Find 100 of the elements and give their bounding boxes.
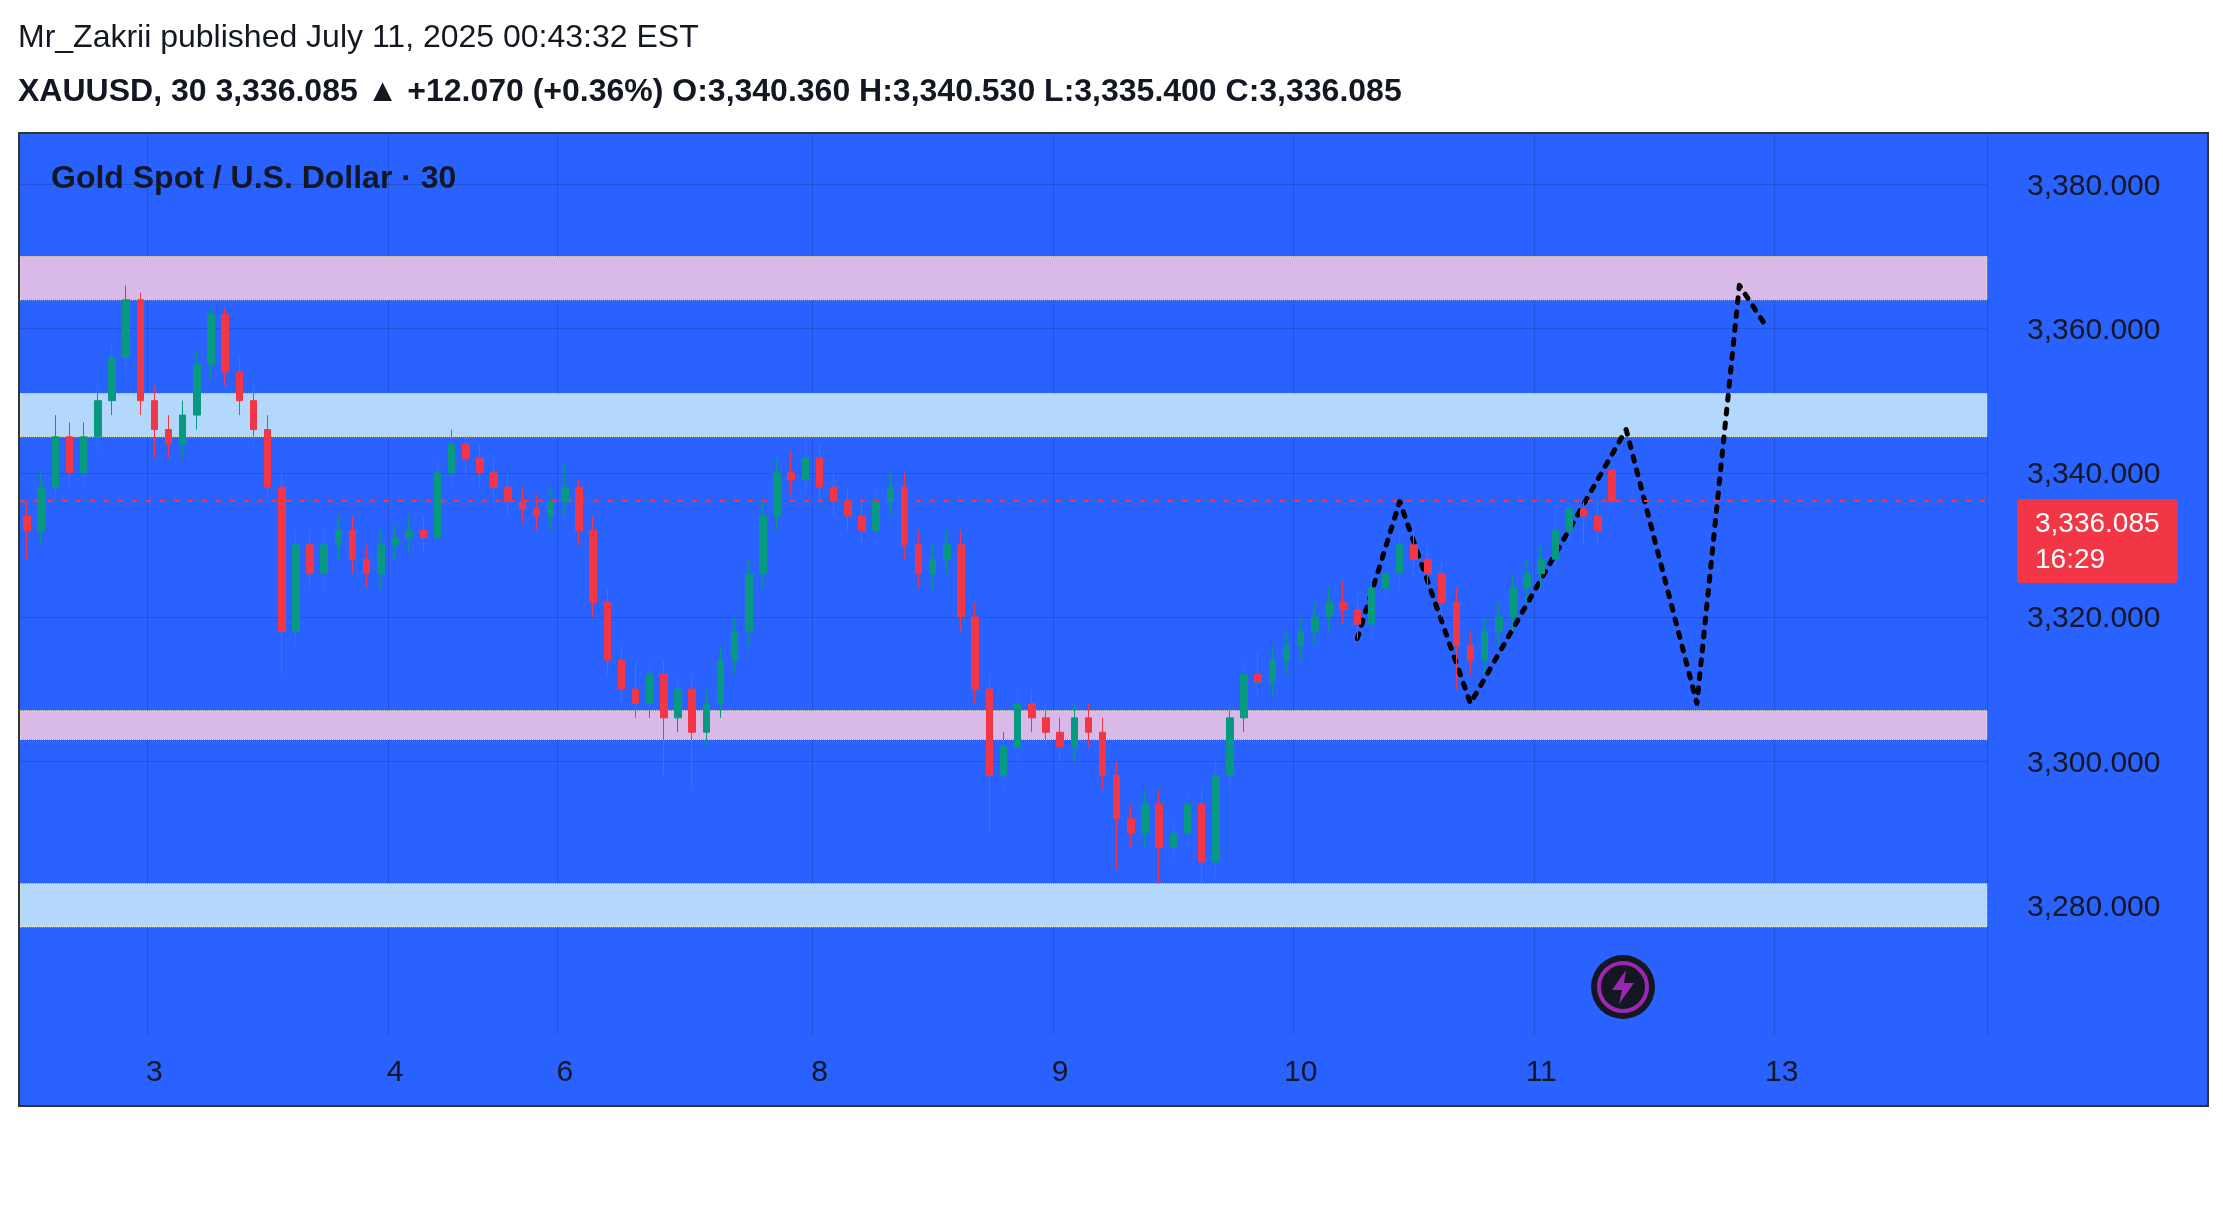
candlestick	[335, 515, 342, 560]
candlestick	[108, 342, 116, 416]
candlestick	[929, 544, 936, 589]
candlestick	[1566, 493, 1573, 546]
candlestick	[52, 414, 59, 503]
candlestick	[646, 659, 653, 719]
candlestick	[830, 472, 837, 517]
candlestick	[23, 501, 31, 560]
candlestick	[1028, 688, 1036, 733]
candlestick	[787, 450, 795, 495]
candlestick	[1311, 602, 1319, 647]
x-tick-label: 6	[556, 1053, 574, 1087]
text: 16:29	[2035, 543, 2106, 575]
candlestick	[632, 659, 639, 719]
candlestick	[957, 529, 965, 632]
candlestick	[1127, 803, 1135, 849]
candlestick	[320, 529, 328, 589]
candlestick	[618, 645, 625, 704]
candlestick	[151, 385, 158, 459]
candlestick	[165, 414, 172, 459]
candlestick	[589, 515, 597, 618]
candlestick	[1580, 501, 1587, 546]
ref-line-label: 3,336.085	[2035, 507, 2160, 539]
x-tick-label: 4	[386, 1053, 404, 1087]
candlestick	[547, 486, 554, 531]
candlestick	[1354, 594, 1361, 640]
candlestick	[1155, 789, 1163, 885]
candlestick	[971, 602, 979, 704]
candlestick	[759, 501, 767, 589]
candlestick	[137, 292, 144, 416]
y-tick-label: 3,380.000	[2027, 167, 2161, 201]
candlestick	[1339, 580, 1347, 625]
candlestick	[1410, 529, 1418, 575]
text: XAUUSD, 30 3,336.085 ▲ +12.070 (+0.36%) O:3,340.360 H:3,340.530 L:3,335.400 C:3,336.085	[18, 72, 1402, 109]
candlestick	[1014, 688, 1021, 762]
candlestick	[1495, 602, 1503, 647]
candlestick	[193, 349, 201, 431]
candlestick	[561, 465, 569, 517]
candlestick	[37, 472, 45, 546]
candlestick	[1283, 630, 1290, 676]
y-tick-label: 3,300.000	[2027, 744, 2161, 778]
candlestick	[887, 472, 894, 517]
x-tick-label: 10	[1283, 1053, 1318, 1087]
candlestick	[476, 443, 484, 488]
candlestick	[1071, 702, 1078, 762]
candlestick	[1438, 558, 1446, 618]
candlestick	[1226, 702, 1234, 791]
candlestick	[986, 674, 993, 834]
y-tick-label: 3,280.000	[2027, 888, 2161, 922]
candlestick	[1056, 717, 1064, 762]
candlestick	[264, 414, 271, 503]
candlestick	[405, 515, 413, 553]
candlestick	[943, 529, 951, 575]
candlestick	[745, 558, 753, 647]
candlestick	[660, 659, 668, 777]
candlestick	[1254, 652, 1262, 697]
candlestick	[292, 529, 300, 647]
candlestick	[1325, 587, 1333, 632]
candlestick	[363, 544, 370, 589]
x-tick-label: 9	[1051, 1053, 1069, 1087]
candlestick	[250, 385, 257, 445]
candlestick	[448, 429, 455, 488]
candlestick	[1170, 818, 1177, 863]
candlestick	[462, 436, 470, 474]
candlestick	[236, 356, 243, 416]
candlestick	[1269, 645, 1276, 697]
candlestick	[94, 385, 102, 452]
candlestick	[1424, 544, 1432, 589]
candlestick	[490, 457, 498, 503]
candlestick	[802, 436, 809, 495]
candlestick	[1042, 702, 1050, 748]
x-tick-label: 13	[1765, 1053, 1799, 1087]
y-tick-label: 3,360.000	[2027, 312, 2161, 346]
candlestick	[773, 457, 781, 531]
candlestick	[674, 674, 682, 733]
candlestick	[688, 674, 696, 791]
candlestick	[179, 400, 186, 459]
candlestick	[703, 688, 710, 748]
candlestick	[1085, 702, 1092, 748]
candlestick	[901, 472, 908, 560]
candlestick	[306, 529, 314, 589]
candlestick	[915, 529, 922, 589]
candlestick	[604, 587, 611, 676]
text: Gold Spot / U.S. Dollar · 30	[51, 159, 457, 195]
candlestick	[420, 515, 427, 553]
candlestick	[1382, 558, 1389, 604]
candlestick	[1481, 616, 1488, 676]
candlestick	[731, 616, 738, 676]
candlestick	[122, 284, 130, 373]
candlestick	[1113, 760, 1120, 870]
x-tick-label: 8	[811, 1053, 828, 1087]
candlestick	[717, 645, 724, 719]
candlestick	[1240, 659, 1248, 733]
candlestick	[1000, 731, 1007, 791]
candlestick	[872, 486, 880, 546]
candlestick	[1523, 558, 1531, 604]
x-tick-label: 11	[1525, 1053, 1557, 1087]
candlestick	[1594, 501, 1602, 546]
candlestick	[434, 457, 441, 546]
candlestick	[1467, 630, 1474, 676]
